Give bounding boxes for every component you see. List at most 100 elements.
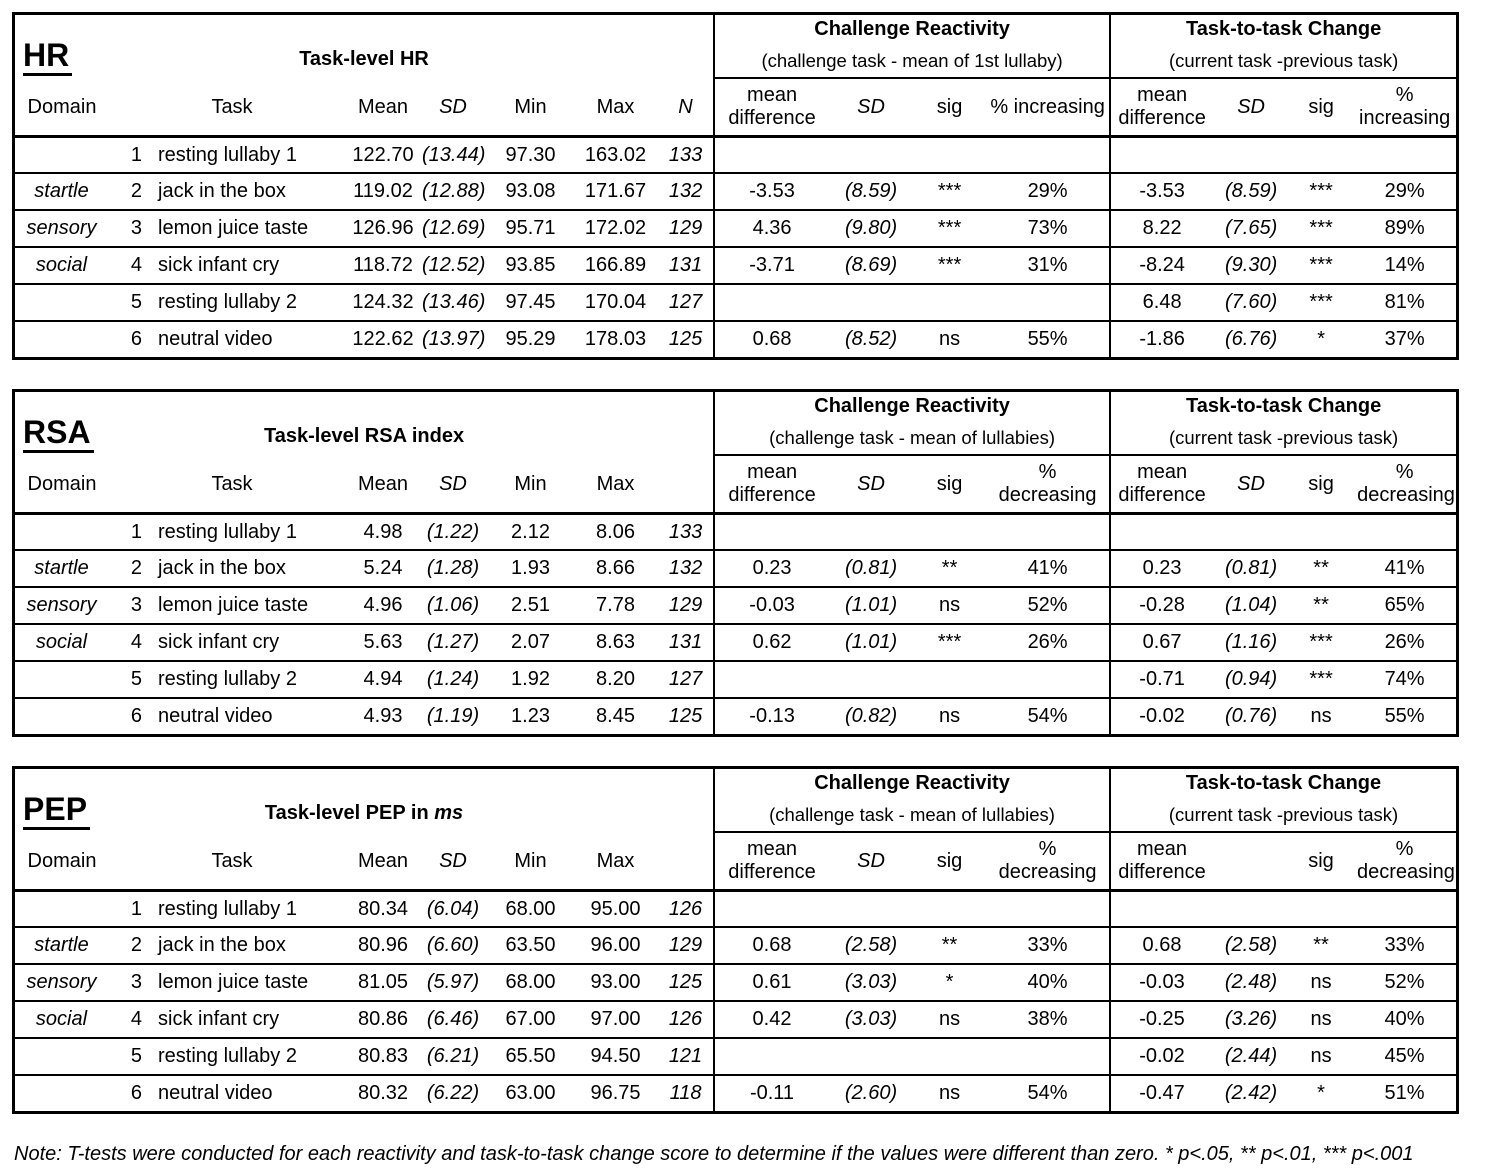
cell-sd: (12.88) — [418, 172, 488, 209]
column-header-sd: SD — [439, 849, 467, 872]
cell-cr-mean-difference — [713, 1037, 830, 1074]
cell-mean: 80.86 — [348, 1000, 418, 1037]
cell-task-number: 4 — [108, 246, 148, 283]
column-header-domain: Domain — [27, 95, 97, 118]
cell-n: 126 — [658, 1000, 714, 1037]
cell-cr-pct: 54% — [986, 697, 1110, 734]
cell-tt-mean-difference: 6.48 — [1109, 283, 1214, 320]
cell-domain: sensory — [15, 586, 108, 623]
cell-task-name: lemon juice taste — [148, 963, 348, 1000]
cell-tt-sd: (1.04) — [1213, 586, 1290, 623]
cell-mean: 4.94 — [348, 660, 418, 697]
cell-cr-mean-difference: -3.53 — [713, 172, 830, 209]
column-header-task: Task — [211, 95, 253, 118]
cell-cr-sig: * — [913, 963, 987, 1000]
cell-sd: (13.46) — [418, 283, 488, 320]
cell-mean: 5.63 — [348, 623, 418, 660]
cell-task-number: 3 — [108, 963, 148, 1000]
column-header-min: Min — [514, 472, 547, 495]
cell-cr-sig — [913, 283, 987, 320]
cell-sd: (6.04) — [418, 889, 488, 926]
column-header-sd: SD — [439, 95, 467, 118]
cell-task-name: sick infant cry — [148, 623, 348, 660]
column-header-n — [658, 833, 713, 889]
cell-domain: social — [15, 246, 108, 283]
cell-domain — [15, 889, 108, 926]
cr-column-header-sig: sig — [936, 472, 963, 495]
tt-column-header-sd: SD — [1237, 95, 1265, 118]
column-header-mean: Mean — [357, 472, 409, 495]
cell-tt-mean-difference: -0.03 — [1109, 963, 1214, 1000]
cell-task-name: jack in the box — [148, 172, 348, 209]
challenge-reactivity-subtitle: (challenge task - mean of lullabies) — [769, 804, 1055, 825]
cell-min: 2.07 — [488, 623, 573, 660]
table-row: startle 2 jack in the box 5.24 (1.28) 1.93 8.6… — [15, 549, 1457, 586]
table-row: social 4 sick infant cry 118.72 (12.52) 93.85… — [15, 246, 1457, 283]
tt-column-header-mean-difference: mean difference — [1109, 456, 1213, 512]
cell-min: 68.00 — [488, 889, 573, 926]
cell-mean: 80.96 — [348, 926, 418, 963]
cell-max: 170.04 — [573, 283, 658, 320]
task-to-task-header: Task-to-task Change (current task -previ… — [1109, 15, 1457, 79]
cell-tt-sd: (9.30) — [1213, 246, 1290, 283]
column-header-max: Max — [596, 472, 635, 495]
cell-cr-pct — [986, 135, 1110, 172]
cell-task-number: 3 — [108, 209, 148, 246]
cell-tt-sig — [1289, 889, 1354, 926]
tt-column-header-sd: SD — [1237, 472, 1265, 495]
cell-domain: startle — [15, 549, 108, 586]
cell-cr-pct: 29% — [986, 172, 1110, 209]
table-row: sensory 3 lemon juice taste 4.96 (1.06) 2.51 7… — [15, 586, 1457, 623]
cell-n: 132 — [658, 549, 714, 586]
cell-cr-sig — [913, 512, 987, 549]
group-header-row: HR Task-level HR Challenge Reactivity (c… — [15, 15, 1457, 79]
cell-cr-sd — [829, 283, 914, 320]
cell-sd: (1.24) — [418, 660, 488, 697]
cr-column-header-pct: % increasing — [990, 95, 1105, 118]
cell-domain — [15, 697, 108, 734]
cell-sd: (6.60) — [418, 926, 488, 963]
cell-task-name: resting lullaby 2 — [148, 1037, 348, 1074]
challenge-reactivity-title: Challenge Reactivity — [814, 395, 1010, 417]
table-row: startle 2 jack in the box 119.02 (12.88) 93.0… — [15, 172, 1457, 209]
cell-tt-sd: (1.16) — [1213, 623, 1290, 660]
cell-tt-sig: ns — [1289, 697, 1354, 734]
cell-task-number: 6 — [108, 1074, 148, 1111]
cell-max: 7.78 — [573, 586, 658, 623]
cell-tt-sig: *** — [1289, 283, 1354, 320]
cell-min: 95.71 — [488, 209, 573, 246]
cell-tt-pct: 52% — [1353, 963, 1457, 1000]
cell-min: 63.50 — [488, 926, 573, 963]
cell-tt-sd: (7.65) — [1213, 209, 1290, 246]
cell-cr-mean-difference: -0.13 — [713, 697, 830, 734]
tt-column-header-sig: sig — [1308, 849, 1334, 872]
cell-task-name: lemon juice taste — [148, 586, 348, 623]
cell-n: 129 — [658, 586, 714, 623]
cell-cr-sig: ** — [913, 926, 987, 963]
cell-tt-pct: 14% — [1353, 246, 1457, 283]
column-header-max: Max — [596, 95, 635, 118]
cell-domain: startle — [15, 926, 108, 963]
table-row: social 4 sick infant cry 5.63 (1.27) 2.07 8.63… — [15, 623, 1457, 660]
cell-tt-sig — [1289, 135, 1354, 172]
cell-tt-sig: *** — [1289, 660, 1354, 697]
cell-cr-sig: ns — [913, 697, 987, 734]
cell-max: 96.00 — [573, 926, 658, 963]
cell-cr-mean-difference: -0.03 — [713, 586, 830, 623]
cell-tt-mean-difference: 0.68 — [1109, 926, 1214, 963]
cell-tt-mean-difference: -0.02 — [1109, 1037, 1214, 1074]
table-row: 5 resting lullaby 2 124.32 (13.46) 97.45 170.… — [15, 283, 1457, 320]
cell-sd: (13.44) — [418, 135, 488, 172]
cell-tt-sd: (2.48) — [1213, 963, 1290, 1000]
cell-cr-pct — [986, 660, 1110, 697]
cell-min: 93.85 — [488, 246, 573, 283]
cr-column-header-sd: SD — [857, 849, 885, 872]
task-to-task-header: Task-to-task Change (current task -previ… — [1109, 392, 1457, 456]
cell-mean: 80.34 — [348, 889, 418, 926]
cell-cr-sd — [829, 512, 914, 549]
cell-cr-mean-difference: 0.61 — [713, 963, 830, 1000]
cell-task-number: 4 — [108, 623, 148, 660]
cell-sd: (12.69) — [418, 209, 488, 246]
cell-tt-sig: * — [1289, 320, 1354, 357]
column-header-task: Task — [211, 849, 253, 872]
